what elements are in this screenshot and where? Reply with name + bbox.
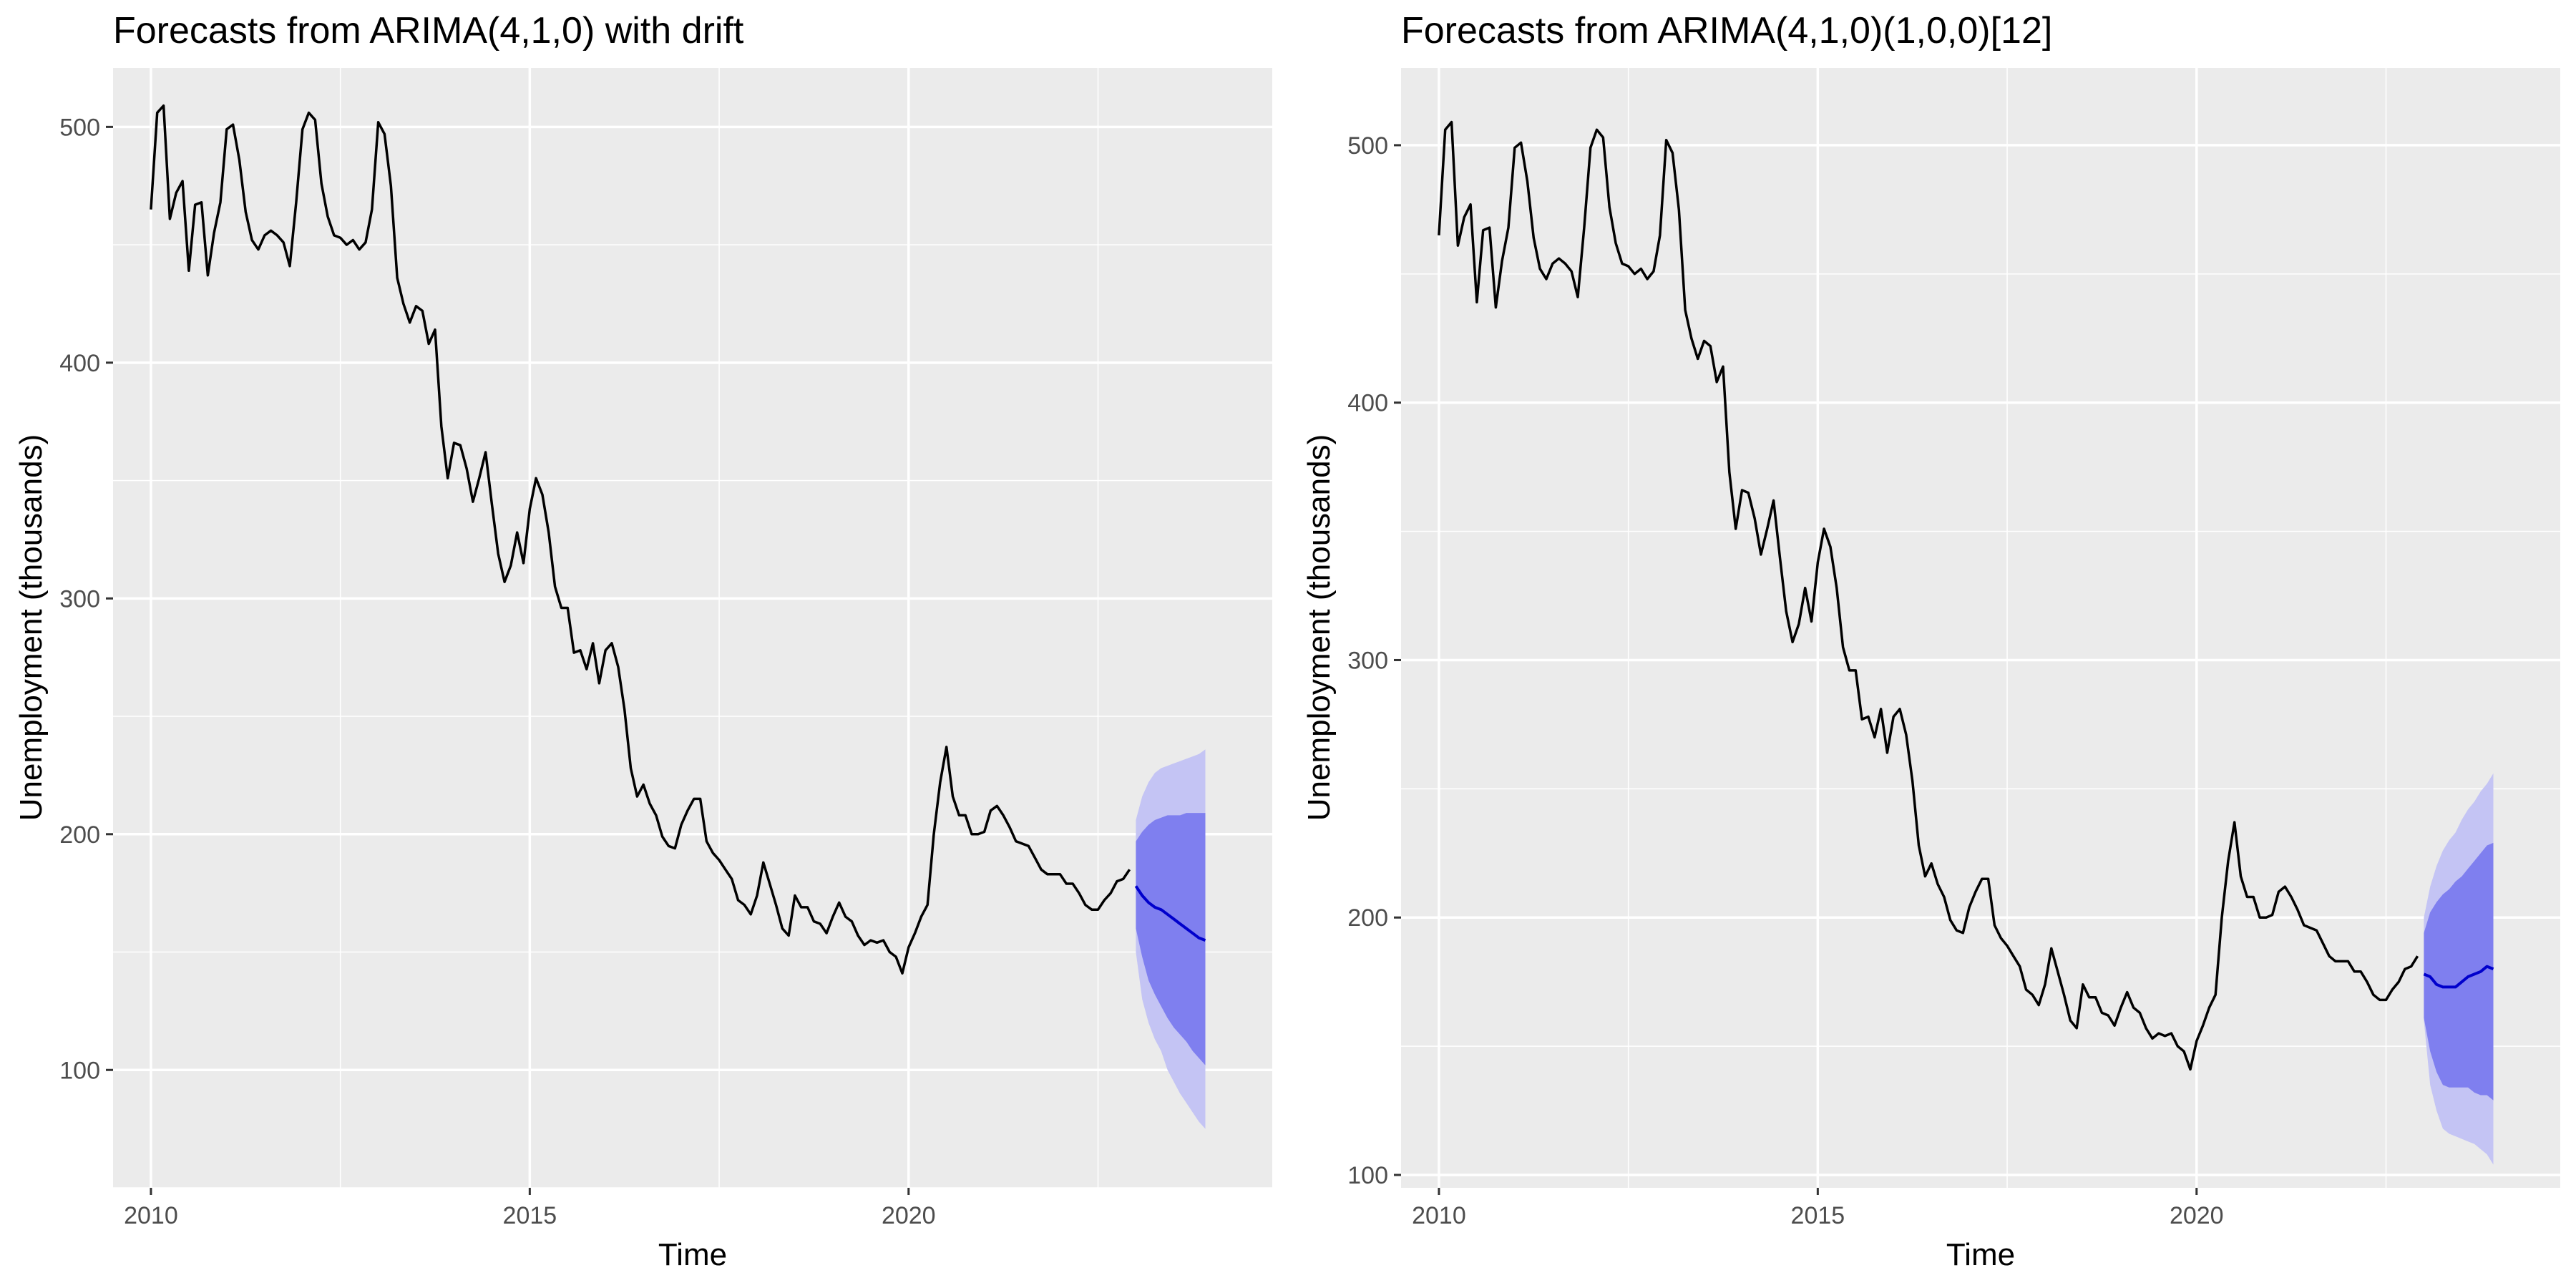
y-tick-label: 300 xyxy=(59,585,100,613)
axis-ticks: 2010 2015 2020 100 200 300 400 500 xyxy=(59,114,935,1229)
x-axis-label: Time xyxy=(658,1237,727,1272)
y-tick-label: 500 xyxy=(1347,132,1388,160)
y-tick-label: 500 xyxy=(59,114,100,141)
history-line xyxy=(1438,120,2419,1071)
chart-left: Forecasts from ARIMA(4,1,0) with drift 2… xyxy=(14,10,1272,1272)
x-tick-label: 2010 xyxy=(1412,1202,1466,1229)
gridlines xyxy=(113,68,1272,1189)
y-tick-label: 300 xyxy=(1347,647,1388,674)
x-tick-label: 2010 xyxy=(124,1202,178,1229)
chart-title: Forecasts from ARIMA(4,1,0) with drift xyxy=(113,10,744,52)
forecast-line xyxy=(2423,965,2494,989)
prediction-band-80 xyxy=(1136,813,1206,1065)
forecast-series xyxy=(2423,965,2494,989)
prediction-band-80 xyxy=(2424,842,2494,1101)
band-80 xyxy=(1136,813,1206,1065)
y-axis-label: Unemployment (thousands) xyxy=(14,434,49,821)
x-axis-label: Time xyxy=(1946,1237,2015,1272)
band-80 xyxy=(2424,842,2494,1101)
forecast-line xyxy=(1134,885,1206,942)
x-tick-label: 2015 xyxy=(503,1202,557,1229)
x-tick-label: 2015 xyxy=(1791,1202,1845,1229)
gridlines xyxy=(1401,68,2560,1188)
chart-title: Forecasts from ARIMA(4,1,0)(1,0,0)[12] xyxy=(1401,10,2052,52)
history-series xyxy=(1438,120,2419,1071)
y-tick-label: 200 xyxy=(59,821,100,849)
y-tick-label: 100 xyxy=(1347,1162,1388,1189)
y-tick-label: 200 xyxy=(1347,904,1388,932)
x-tick-label: 2020 xyxy=(2170,1202,2224,1229)
y-tick-label: 400 xyxy=(59,350,100,377)
history-line xyxy=(150,104,1131,975)
y-tick-label: 100 xyxy=(59,1057,100,1084)
y-axis-label: Unemployment (thousands) xyxy=(1302,434,1337,821)
history-series xyxy=(150,104,1131,975)
forecast-series xyxy=(1134,885,1206,942)
x-tick-label: 2020 xyxy=(882,1202,936,1229)
axis-ticks: 2010 2015 2020 100 200 300 400 500 xyxy=(1347,132,2223,1229)
y-tick-label: 400 xyxy=(1347,390,1388,417)
plot-panel xyxy=(1401,68,2560,1188)
plot-panel xyxy=(113,68,1272,1188)
chart-right: Forecasts from ARIMA(4,1,0)(1,0,0)[12] 2… xyxy=(1302,10,2560,1272)
